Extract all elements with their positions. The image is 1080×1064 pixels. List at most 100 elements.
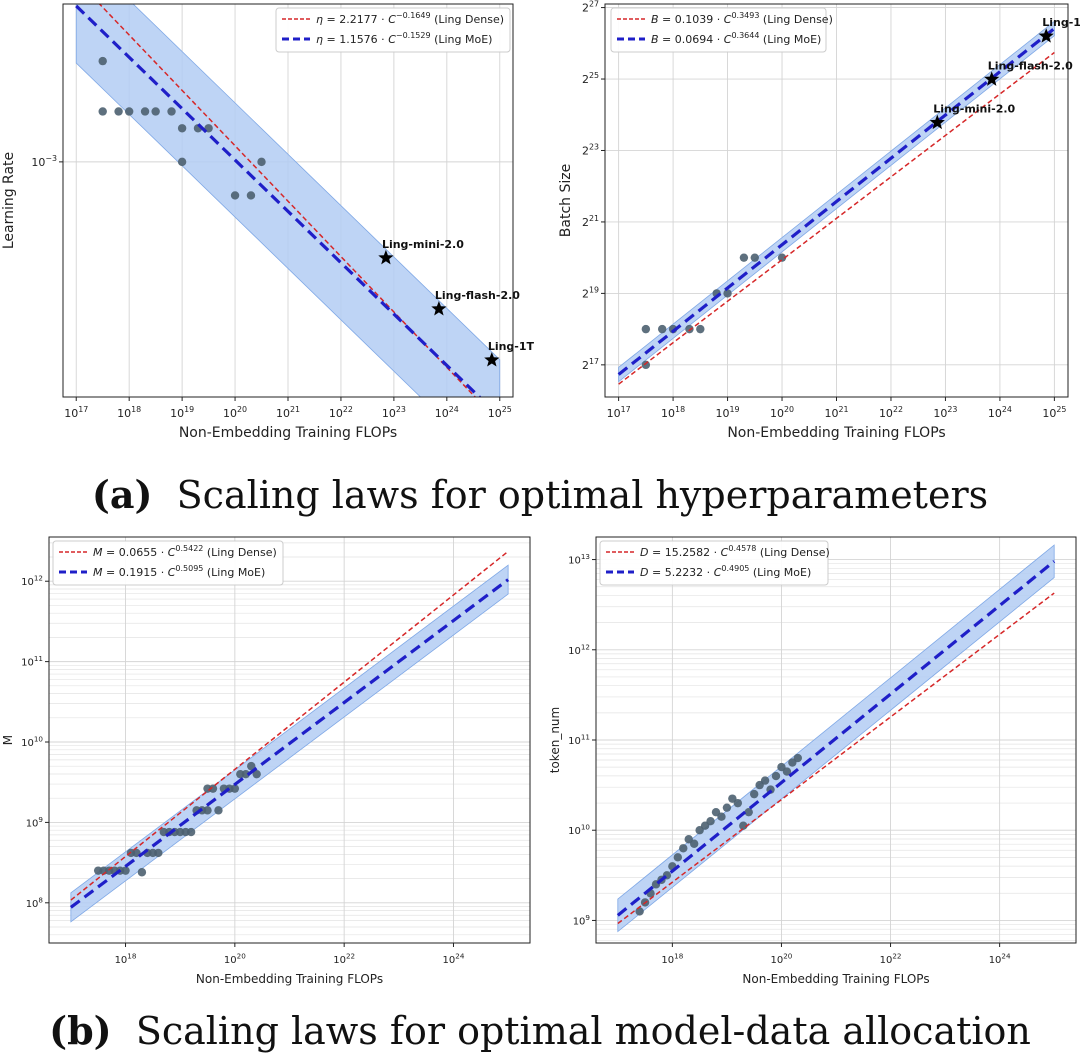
- data-point: [154, 848, 163, 858]
- y-tick-label: 225: [582, 71, 599, 86]
- legend-box: [275, 7, 511, 53]
- legend-entry-dense: η = 2.2177 · C−0.1649 (Ling Dense): [316, 11, 504, 26]
- plot-area: [617, 20, 1056, 385]
- chart-bs: Ling-mini-2.0 Ling-flash-2.0 Ling-1T 1017 10…: [558, 0, 1080, 441]
- x-tick-label: 1020: [224, 952, 246, 967]
- x-tick-label: 1022: [880, 952, 902, 967]
- x-tick-label: 1018: [661, 952, 683, 967]
- data-point: [137, 868, 147, 877]
- x-tick-label: 1023: [933, 405, 957, 420]
- axes-frame: [48, 536, 531, 944]
- fit-line-moe: [616, 560, 1056, 917]
- x-tick-label: 1025: [488, 405, 512, 420]
- y-tick-label: 1013: [568, 552, 590, 567]
- data-point: [98, 56, 107, 66]
- y-tick-label: 1012: [21, 574, 43, 589]
- x-tick-label: 1024: [988, 405, 1012, 420]
- data-point: [230, 784, 240, 793]
- x-tick-label: 1020: [771, 952, 793, 967]
- x-tick-label: 1024: [443, 952, 465, 967]
- plot-area: [69, 550, 510, 923]
- legend: B = 0.1039 · C0.3493 (Ling Dense) B = 0.0…: [610, 7, 833, 53]
- x-tick-label: 1020: [770, 405, 794, 420]
- x-tick-label: 1022: [879, 405, 903, 420]
- x-tick-label: 1022: [333, 952, 355, 967]
- y-tick-label: 1011: [568, 733, 590, 748]
- data-point: [679, 844, 688, 853]
- data-point: [121, 866, 130, 875]
- data-point: [257, 157, 266, 167]
- y-tick-label: 223: [582, 143, 599, 158]
- fit-line-dense: [618, 51, 1055, 385]
- y-tick-label: 109: [26, 815, 44, 830]
- fit-line-dense: [98, 4, 477, 397]
- star-label: Ling-mini-2.0: [933, 103, 1015, 116]
- data-point: [717, 812, 726, 821]
- caption-b: (b) Scaling laws for optimal model-data …: [0, 1008, 1080, 1053]
- model-star: [484, 352, 500, 367]
- data-point: [641, 324, 651, 334]
- fit-line-moe: [617, 27, 1056, 376]
- data-point: [777, 253, 787, 262]
- legend-box: [52, 540, 284, 586]
- data-point: [749, 789, 759, 799]
- x-tick-label: 1021: [824, 405, 848, 420]
- data-point: [750, 253, 759, 262]
- y-tick-label: 1012: [568, 642, 590, 657]
- fit-line-moe: [69, 578, 510, 909]
- legend-box: [599, 540, 829, 586]
- data-point: [230, 191, 240, 200]
- chart-d: 1018 1020 1022 1024 109 1010 1011 1012 1013 Non-E…: [548, 536, 1077, 986]
- y-tick-label: 221: [582, 214, 599, 229]
- y-tick-label: 1010: [21, 735, 43, 750]
- star-label: Ling-1T: [488, 340, 535, 353]
- y-tick-label: 1010: [568, 823, 590, 838]
- chart-lr: Ling-mini-2.0 Ling-flash-2.0 Ling-1T 1017 10…: [1, 3, 535, 441]
- y-tick-label: 227: [582, 0, 599, 15]
- x-axis-label: Non-Embedding Training FLOPs: [727, 425, 945, 441]
- legend-entry-moe: M = 0.1915 · C0.5095 (Ling MoE): [93, 564, 265, 579]
- caption-b-tag: (b): [49, 1008, 112, 1053]
- data-point: [771, 771, 781, 781]
- x-tick-label: 1023: [382, 405, 406, 420]
- data-point: [739, 253, 749, 262]
- y-tick-label: 108: [26, 895, 44, 910]
- data-point: [696, 324, 705, 334]
- data-point: [241, 769, 250, 779]
- legend-box: [610, 7, 827, 53]
- data-point: [252, 769, 261, 779]
- star-label: Ling-mini-2.0: [382, 238, 464, 251]
- legend-entry-moe: B = 0.0694 · C0.3644 (Ling MoE): [651, 31, 821, 46]
- data-point: [793, 753, 803, 763]
- data-point: [114, 107, 123, 116]
- y-tick-label: 217: [582, 357, 599, 372]
- x-tick-label: 1018: [115, 952, 137, 967]
- legend: D = 15.2582 · C0.4578 (Ling Dense) D = 5.…: [599, 540, 830, 586]
- data-point: [214, 806, 223, 815]
- y-tick-label: 219: [582, 285, 599, 300]
- x-tick-label: 1021: [276, 405, 300, 420]
- model-star: [984, 71, 1000, 86]
- caption-a-text: Scaling laws for optimal hyperparameters: [176, 473, 989, 517]
- legend-entry-moe: D = 5.2232 · C0.4905 (Ling MoE): [640, 564, 811, 579]
- data-point: [167, 107, 176, 116]
- x-axis-label: Non-Embedding Training FLOPs: [742, 972, 929, 986]
- data-point: [782, 767, 792, 776]
- data-point: [673, 853, 683, 862]
- y-axis-label: token_num: [548, 707, 562, 773]
- star-label: Ling-1T: [1042, 16, 1080, 29]
- data-point: [723, 289, 732, 298]
- legend-entry-dense: M = 0.0655 · C0.5422 (Ling Dense): [93, 544, 277, 559]
- star-label: Ling-flash-2.0: [435, 289, 520, 302]
- fit-line-dense: [70, 550, 509, 901]
- data-point: [98, 107, 107, 116]
- model-star: [431, 301, 447, 316]
- legend: η = 2.2177 · C−0.1649 (Ling Dense) η = 1.…: [275, 7, 511, 53]
- data-point: [641, 360, 651, 370]
- x-tick-label: 1019: [170, 405, 194, 420]
- data-point: [685, 324, 694, 334]
- data-point: [208, 784, 218, 793]
- y-axis-label: Batch Size: [558, 164, 574, 237]
- data-point: [151, 107, 160, 116]
